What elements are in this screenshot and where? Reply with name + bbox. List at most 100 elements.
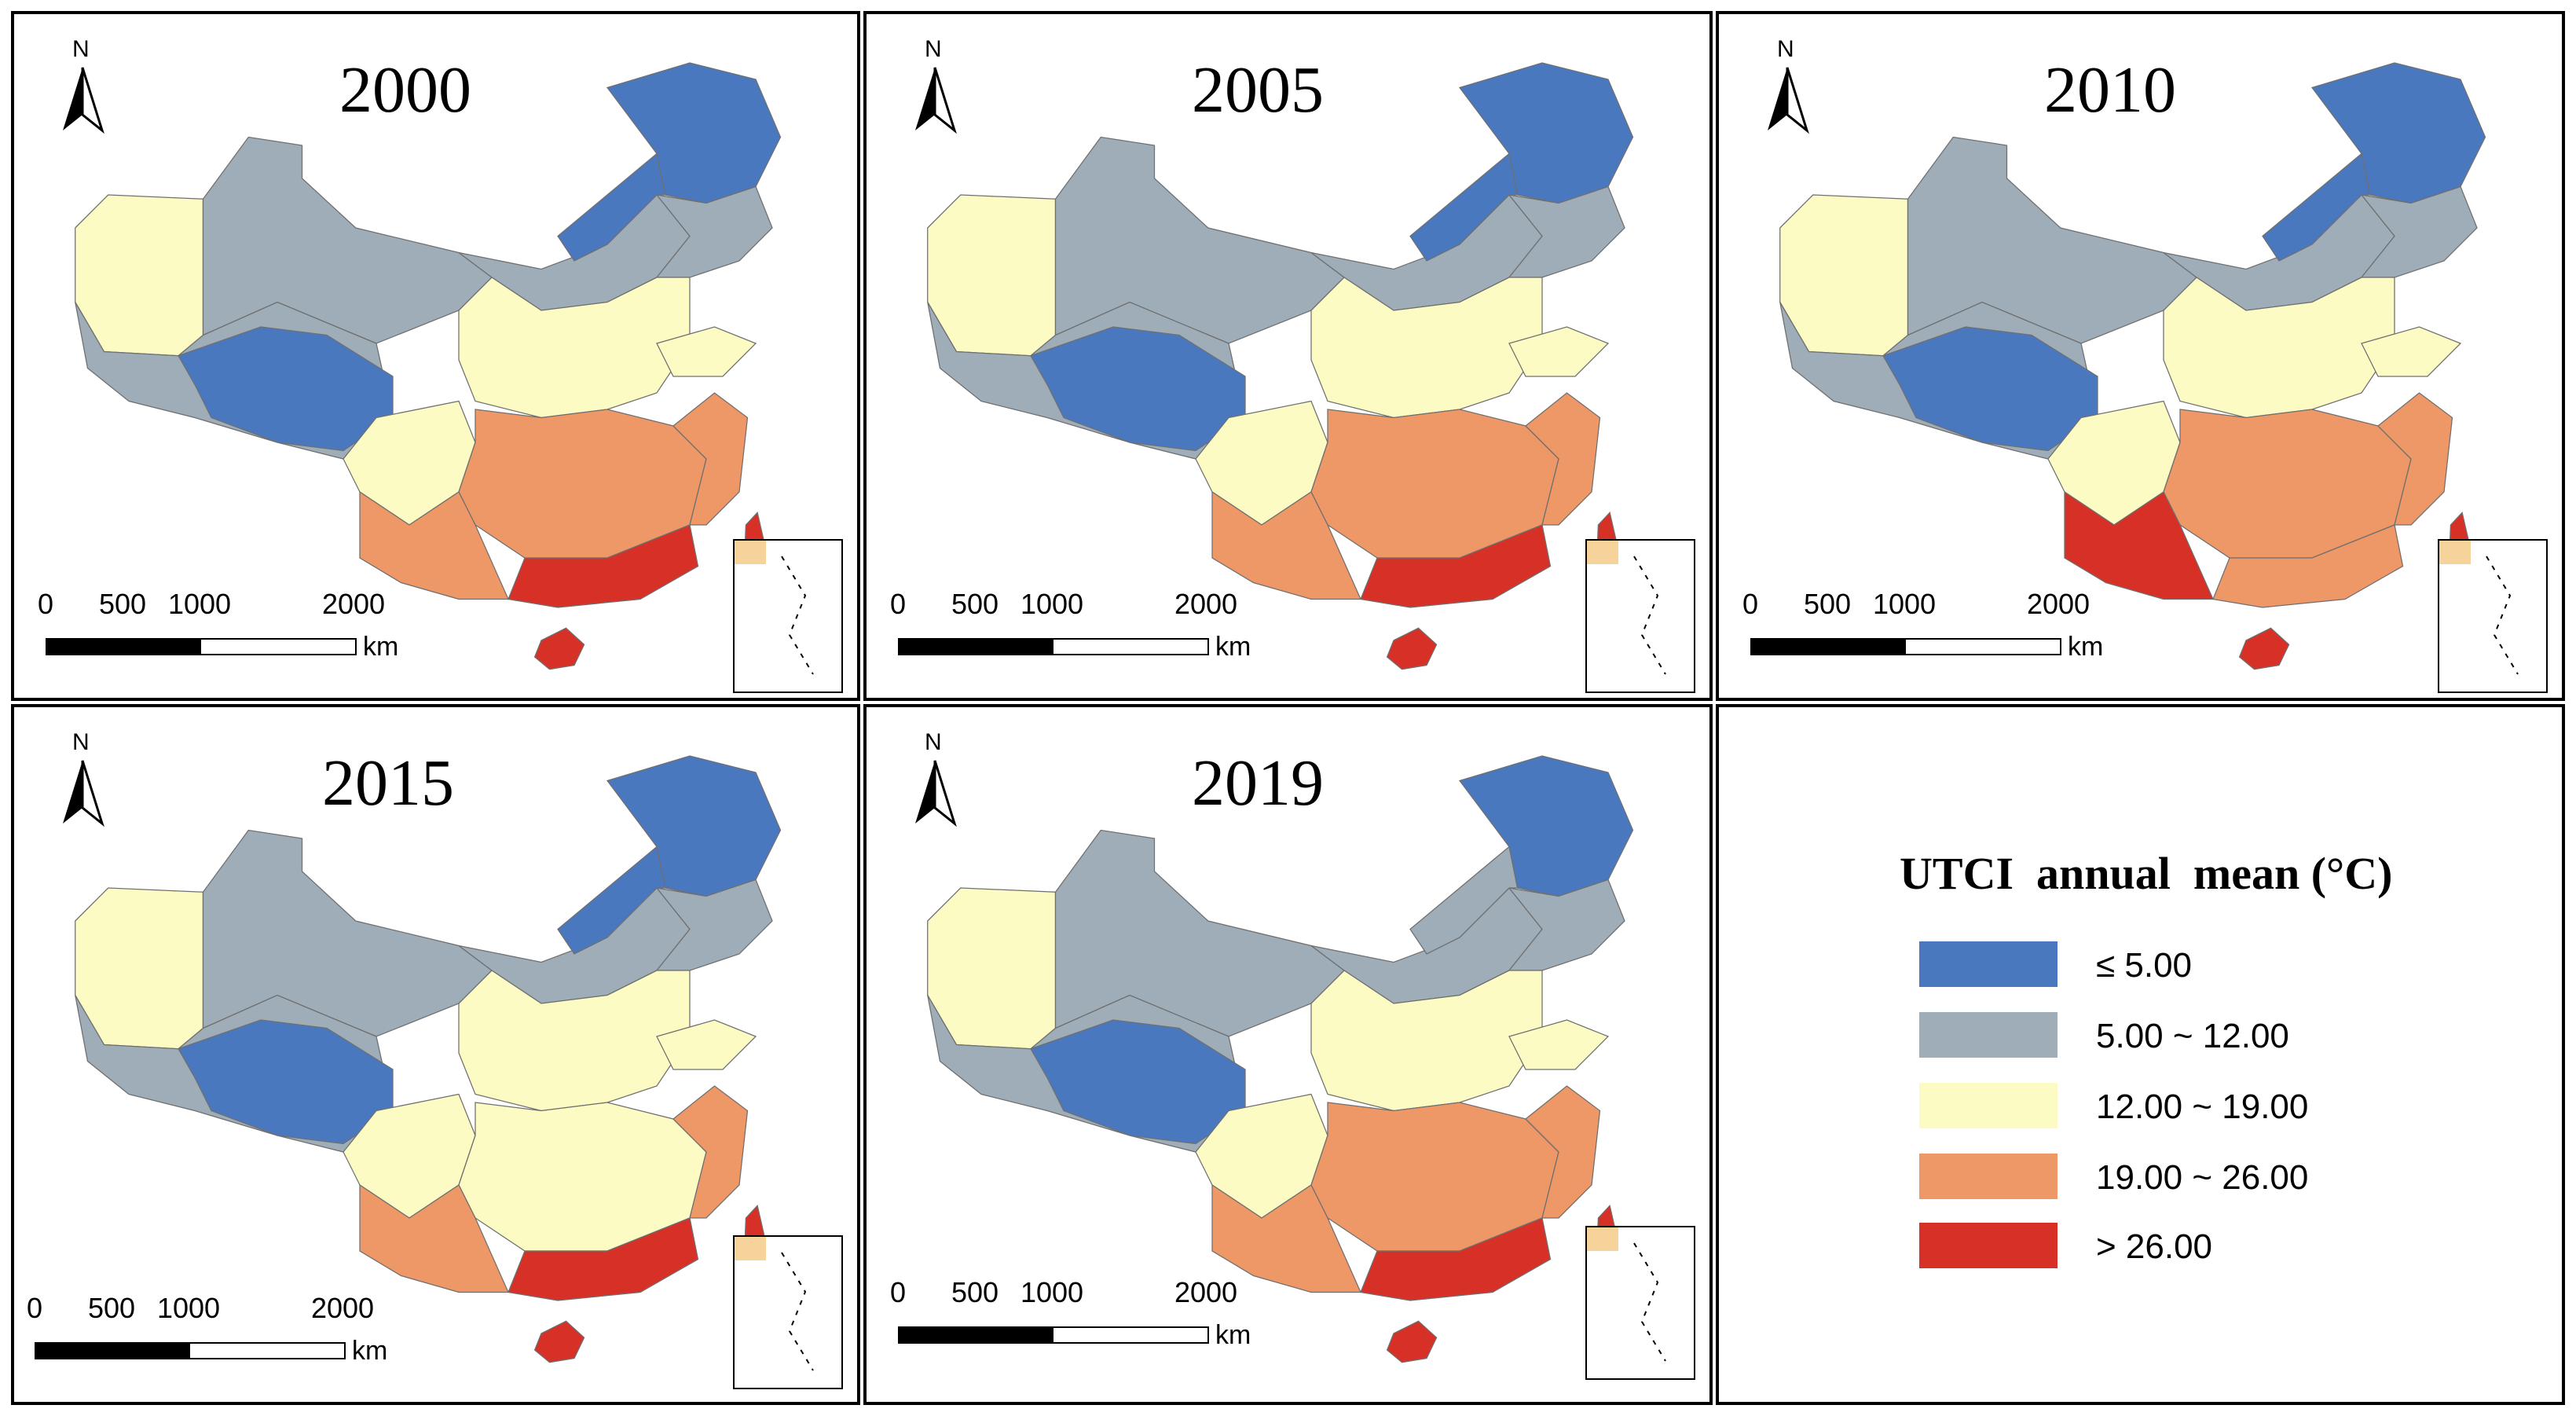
map-panel-2010: 2010 N 0 500 1000 2000 km xyxy=(1716,11,2565,701)
region-6-2005 xyxy=(1508,185,1625,278)
region-15-2015 xyxy=(533,1320,585,1363)
region-13-2019 xyxy=(1525,1085,1601,1219)
scale-tick-label: 1000 xyxy=(1872,588,1937,620)
region-11-2015 xyxy=(508,1217,699,1301)
north-arrow-icon: N xyxy=(1760,36,1815,154)
scale-bar-segment xyxy=(200,638,357,655)
region-12-2005 xyxy=(1211,490,1361,600)
region-14-2010 xyxy=(2361,326,2462,377)
legend-swatch xyxy=(1919,1154,2058,1199)
region-12-2000 xyxy=(359,490,509,600)
scale-tick-label: 2000 xyxy=(1174,588,1238,620)
scale-bar-segment xyxy=(898,1326,1055,1344)
map-panel-2005: 2005 N 0 500 1000 2000 km xyxy=(863,11,1713,701)
north-arrow-icon: N xyxy=(907,729,962,847)
region-15-2005 xyxy=(1386,627,1438,670)
region-1-2015 xyxy=(202,829,493,1037)
inset-map xyxy=(1587,1227,1666,1362)
scale-unit-label: km xyxy=(1215,1320,1251,1350)
north-arrow-icon: N xyxy=(907,36,962,154)
region-13-2000 xyxy=(672,392,749,526)
china-map xyxy=(1779,62,2486,670)
region-14-2005 xyxy=(1508,326,1610,377)
region-11-2000 xyxy=(508,524,699,608)
region-8-2005 xyxy=(1310,277,1543,419)
panel-year-title: 2005 xyxy=(1192,53,1324,127)
region-0-2010 xyxy=(1779,194,1909,357)
region-13-2005 xyxy=(1525,392,1601,526)
china-map xyxy=(927,755,1634,1363)
scale-bar-segment xyxy=(189,1342,346,1359)
region-7-2015 xyxy=(557,846,666,955)
region-1-2019 xyxy=(1054,829,1345,1037)
scale-unit-label: km xyxy=(2068,632,2104,662)
scale-bar-segment xyxy=(898,638,1055,655)
scale-bar-segment xyxy=(1052,638,1209,655)
scale-bar: 0 500 1000 2000 km xyxy=(1742,588,2143,666)
scale-tick-label: 0 xyxy=(37,588,54,620)
region-1-2005 xyxy=(1054,136,1345,344)
scale-unit-label: km xyxy=(1215,632,1251,662)
scale-tick-label: 2000 xyxy=(310,1292,375,1324)
scale-tick-label: 1000 xyxy=(1020,1276,1084,1308)
region-13-2010 xyxy=(2377,392,2453,526)
legend-swatch xyxy=(1919,1223,2058,1268)
region-7-2000 xyxy=(557,152,666,262)
region-12-2015 xyxy=(359,1183,509,1293)
legend-swatch xyxy=(1919,941,2058,987)
china-map xyxy=(927,62,1634,670)
region-0-2015 xyxy=(75,887,204,1050)
south-china-sea-inset xyxy=(733,539,843,693)
scale-tick-label: 2000 xyxy=(1174,1276,1238,1308)
region-1-2000 xyxy=(202,136,493,344)
panel-year-title: 2010 xyxy=(2044,53,2176,127)
china-map xyxy=(75,62,782,670)
scale-bar-segment xyxy=(1750,638,1907,655)
region-6-2019 xyxy=(1508,879,1625,971)
region-0-2005 xyxy=(927,194,1057,357)
scale-unit-label: km xyxy=(363,632,399,662)
scale-bar-segment xyxy=(1052,1326,1209,1344)
scale-tick-label: 500 xyxy=(87,1292,136,1324)
scale-tick-label: 0 xyxy=(889,1276,907,1308)
north-arrow-icon: N xyxy=(55,36,110,154)
region-11-2019 xyxy=(1360,1217,1552,1301)
region-0-2019 xyxy=(927,887,1057,1050)
region-15-2010 xyxy=(2238,627,2290,670)
panel-year-title: 2015 xyxy=(322,747,454,820)
region-13-2015 xyxy=(672,1085,749,1219)
scale-bar-segment xyxy=(35,1342,192,1359)
region-12-2010 xyxy=(2064,490,2214,600)
scale-tick-label: 500 xyxy=(98,588,147,620)
region-7-2005 xyxy=(1409,152,1519,262)
scale-tick-label: 500 xyxy=(1803,588,1852,620)
inset-map xyxy=(1587,541,1666,675)
scale-bar-segment xyxy=(1904,638,2061,655)
inset-map xyxy=(735,541,814,675)
region-6-2015 xyxy=(655,879,773,971)
region-14-2000 xyxy=(656,326,757,377)
legend-swatch xyxy=(1919,1012,2058,1058)
north-label: N xyxy=(925,729,942,755)
region-6-2000 xyxy=(655,185,773,278)
scale-tick-label: 1000 xyxy=(1020,588,1084,620)
region-0-2000 xyxy=(75,194,204,357)
south-china-sea-inset xyxy=(1585,539,1695,693)
north-label: N xyxy=(1777,36,1794,62)
region-8-2010 xyxy=(2163,277,2395,419)
inset-map xyxy=(2439,541,2519,675)
region-15-2000 xyxy=(533,627,585,670)
legend-swatch xyxy=(1919,1083,2058,1128)
map-panel-2015: 2015 N 0 500 1000 2000 km xyxy=(11,704,860,1405)
legend-label: 5.00 ~ 12.00 xyxy=(2096,1017,2289,1055)
panel-year-title: 2019 xyxy=(1192,747,1324,820)
map-panel-2000: 2000 N 0 500 1000 2000 km xyxy=(11,11,860,701)
scale-tick-label: 2000 xyxy=(2026,588,2090,620)
legend-label: ≤ 5.00 xyxy=(2096,946,2193,985)
map-panel-2019: 2019 N 0 500 1000 2000 km xyxy=(863,704,1713,1405)
scale-tick-label: 0 xyxy=(889,588,907,620)
region-8-2015 xyxy=(458,970,691,1112)
scale-tick-label: 0 xyxy=(1742,588,1759,620)
scale-unit-label: km xyxy=(352,1336,388,1366)
